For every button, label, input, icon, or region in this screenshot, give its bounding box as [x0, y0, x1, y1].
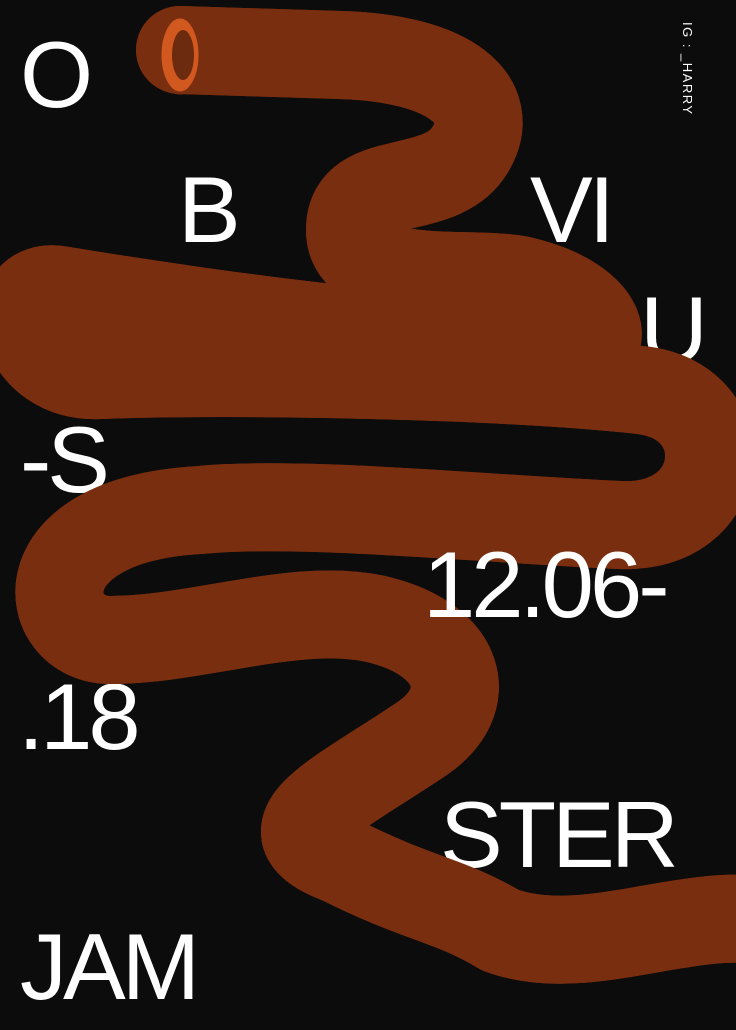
- year-text: .18: [18, 664, 141, 769]
- instagram-handle: IG : _HARRY: [680, 22, 695, 116]
- word-jam: JAM: [20, 914, 200, 1019]
- letter-o: O: [20, 22, 93, 127]
- letter-b: B: [178, 157, 241, 262]
- letters-ster: STER: [440, 782, 679, 887]
- date-text: 12.06-: [423, 532, 670, 637]
